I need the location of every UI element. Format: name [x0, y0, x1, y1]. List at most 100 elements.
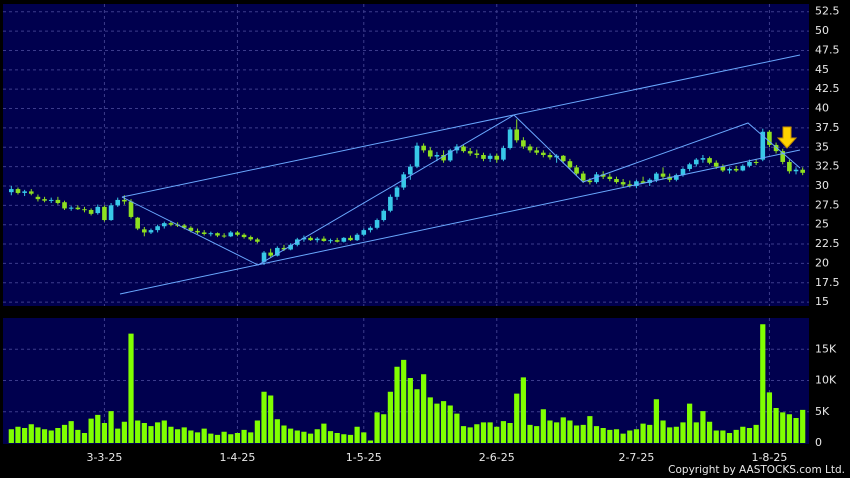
candle-body — [95, 206, 101, 214]
volume-bar — [55, 428, 61, 443]
volume-bar — [115, 428, 121, 443]
candle-body — [667, 176, 672, 180]
volume-bar — [61, 424, 68, 443]
candle-body — [42, 199, 47, 201]
candle-body — [135, 217, 140, 229]
candle-body — [640, 181, 646, 183]
candle-body — [507, 129, 513, 149]
candle-body — [494, 155, 500, 160]
candle-body — [408, 166, 413, 175]
volume-bar — [753, 424, 759, 443]
y-tick-label: 42.5 — [815, 82, 840, 95]
volume-bar — [467, 427, 473, 443]
volume-bar — [427, 397, 433, 443]
x-tick-label: 1-4-25 — [219, 451, 255, 464]
volume-bar — [434, 403, 440, 443]
volume-bar — [746, 428, 753, 443]
volume-bar — [68, 421, 74, 443]
candle-body — [208, 233, 214, 235]
volume-bar — [480, 422, 487, 443]
candle-body — [634, 181, 639, 186]
volume-bar — [554, 422, 560, 443]
marks — [8, 119, 806, 443]
volume-bar — [780, 412, 786, 443]
volume-bar — [607, 429, 613, 443]
y-tick-label: 15 — [815, 295, 829, 308]
candle-body — [9, 189, 14, 193]
candle-body — [521, 140, 526, 147]
candle-body — [474, 153, 480, 155]
y-tick-label: 50 — [815, 24, 829, 37]
volume-bar — [720, 430, 726, 443]
candle-body — [328, 240, 333, 242]
volume-bar — [241, 429, 247, 443]
volume-bar — [374, 412, 380, 443]
y-tick-label: 25 — [815, 218, 829, 231]
candle-body — [787, 161, 792, 172]
candle-body — [201, 232, 207, 234]
candle-body — [102, 206, 107, 221]
candle-body — [15, 189, 21, 193]
volume-bar — [361, 432, 367, 443]
volume-bar — [194, 432, 201, 443]
candle-body — [687, 164, 692, 169]
candle-body — [800, 169, 805, 173]
volume-bar — [341, 434, 347, 443]
volume-bar — [706, 421, 713, 443]
volume-bar — [667, 427, 673, 443]
x-tick-label: 2-7-25 — [618, 451, 654, 464]
candle-body — [733, 168, 739, 171]
candle-body — [547, 155, 553, 158]
upper-channel — [121, 54, 801, 198]
volume-bar — [567, 420, 573, 443]
volume-bar — [254, 420, 260, 443]
candle-body — [35, 196, 41, 200]
volume-bar — [500, 421, 507, 443]
candle-body — [707, 158, 712, 163]
y-tick-label: 20 — [815, 256, 829, 269]
volume-bar — [347, 434, 354, 443]
volume-bar — [793, 418, 799, 443]
volume-bar — [460, 426, 467, 443]
volume-bar — [168, 426, 174, 443]
arrow-icon — [776, 126, 798, 149]
trend-lines — [119, 54, 801, 295]
volume-bar — [454, 413, 460, 443]
volume-bar — [174, 429, 181, 443]
volume-bar — [733, 429, 739, 443]
volume-bar — [640, 423, 646, 443]
lower-channel — [119, 149, 801, 295]
candle-body — [401, 174, 406, 188]
candle-body — [368, 227, 373, 231]
volume-bar — [627, 430, 633, 443]
volume-bar — [613, 429, 620, 443]
candle-body — [587, 180, 593, 183]
candle-body — [161, 223, 167, 227]
volume-bar — [8, 429, 14, 443]
volume-bar — [274, 419, 280, 443]
candle-body — [334, 240, 340, 242]
copyright: Copyright by AASTOCKS.com Ltd. — [668, 464, 845, 476]
volume-bar — [354, 426, 360, 443]
volume-bar — [248, 432, 254, 443]
y-tick-label: 52.5 — [815, 5, 840, 18]
candle-body — [767, 131, 772, 145]
volume-bar — [281, 425, 287, 443]
candle-body — [354, 234, 360, 241]
candle-body — [600, 174, 606, 177]
candle-body — [75, 207, 81, 210]
volume-bar — [95, 414, 101, 443]
candle-body — [614, 179, 619, 183]
candle-body — [268, 252, 273, 256]
volume-bar — [15, 426, 21, 443]
candle-body — [248, 237, 254, 240]
volume-bar — [188, 430, 194, 443]
candle-body — [421, 145, 426, 151]
volume-bar — [494, 426, 500, 443]
candle-body — [481, 155, 486, 159]
volume-bar — [573, 425, 580, 443]
candle-body — [720, 166, 726, 171]
volume-bar — [108, 411, 114, 443]
volume-tick-label: 5K — [815, 405, 830, 418]
candle-body — [693, 159, 699, 165]
